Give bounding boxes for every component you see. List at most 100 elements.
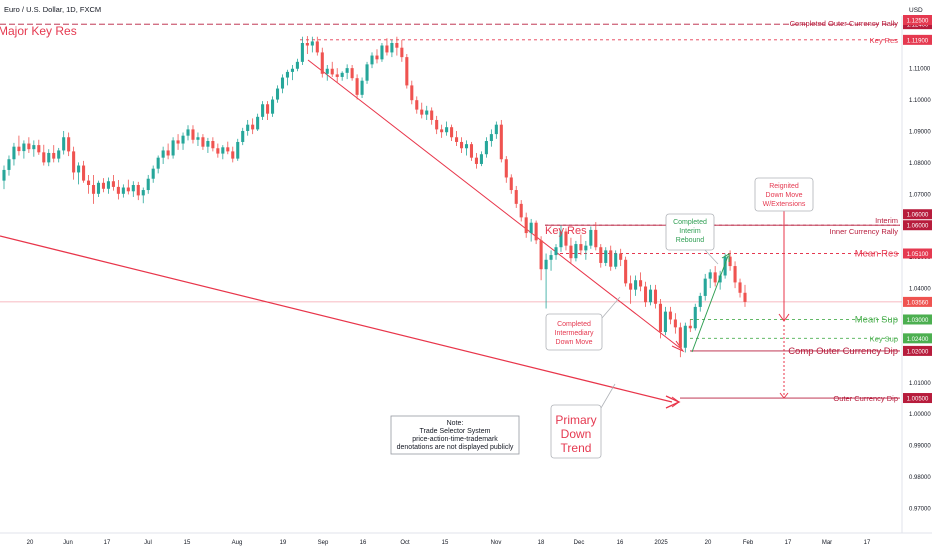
major-key-res-title: Major Key Res (0, 24, 77, 38)
candle-body (509, 177, 513, 191)
candle-body (57, 150, 61, 159)
candle-body (320, 52, 324, 74)
candle-body (47, 152, 51, 163)
candle-body (514, 190, 518, 204)
candle-body (161, 150, 165, 158)
candle-body (315, 41, 319, 53)
price-tick-label: 0.97000 (909, 507, 931, 513)
level-label: Comp Outer Currency Dip (788, 346, 898, 357)
callout-line: Trend (561, 441, 592, 455)
time-tick-label: Dec (574, 540, 585, 546)
candle-body (723, 256, 727, 276)
time-tick-label: 15 (184, 540, 191, 546)
candle-body (87, 180, 91, 186)
price-tick-label: 1.10000 (909, 98, 931, 104)
candle-body (256, 116, 260, 130)
candle-body (653, 289, 658, 304)
price-tick-label: 0.99000 (909, 444, 931, 450)
candle-body (206, 141, 210, 147)
candle-body (599, 247, 603, 263)
candle-body (365, 64, 369, 81)
callout-line: Down (561, 427, 592, 441)
candle-body (519, 203, 523, 218)
candle-body (271, 99, 275, 114)
candle-body (335, 74, 339, 77)
candle-body (2, 169, 6, 181)
candle-body (609, 250, 613, 267)
callout-completed-intermediary: Completed Intermediary Down Move (545, 296, 621, 351)
level-label: Key Res (870, 36, 899, 45)
candle-body (106, 181, 110, 189)
candle-body (22, 143, 26, 152)
candle-body (489, 134, 493, 142)
candle-body (211, 141, 215, 149)
level-price-badge (903, 220, 932, 231)
callout-line: Down Move (556, 339, 593, 346)
candle-body (425, 110, 429, 115)
interim-rebound-line (691, 253, 730, 353)
candle-body (27, 143, 31, 150)
candle-body (121, 187, 125, 194)
candle-body (42, 152, 46, 163)
note-line: Trade Selector System (420, 428, 491, 435)
level-price-badge-text: 1.02400 (907, 337, 929, 343)
candle-body (266, 104, 270, 114)
candle-body (181, 135, 185, 144)
candle-body (360, 80, 364, 95)
currency-label: USD (909, 7, 923, 14)
candle-body (430, 110, 434, 120)
candle-body (37, 145, 41, 153)
candle-body (484, 141, 488, 155)
candle-body (639, 280, 643, 287)
candle-body (569, 245, 573, 259)
level-label: Completed Outer Currency Rally (790, 19, 899, 28)
level-price-badge-text: 1.02000 (907, 349, 929, 355)
candle-body (280, 77, 285, 89)
candle-body (643, 286, 648, 303)
candle-body (310, 41, 314, 46)
time-tick-label: 19 (280, 540, 287, 546)
candle-body (614, 253, 618, 267)
level-label: Mean Sup (855, 314, 898, 325)
candle-body (196, 137, 200, 140)
candle-body (101, 182, 106, 189)
price-tick-label: 1.07000 (909, 192, 931, 198)
candle-body (410, 85, 414, 101)
candle-body (415, 100, 419, 110)
candle-body (594, 229, 598, 248)
candle-body (17, 146, 21, 152)
candle-body (350, 68, 354, 79)
candle-body (156, 157, 160, 169)
candle-body (216, 148, 220, 154)
candle-body (330, 68, 334, 75)
candle-body (544, 259, 548, 270)
time-tick-label: Nov (491, 540, 502, 546)
candle-body (77, 165, 81, 173)
candle-body (440, 129, 444, 133)
note-box: Note: Trade Selector System price-action… (390, 415, 520, 455)
candle-body (300, 42, 304, 62)
candle-body (385, 45, 389, 53)
candle-body (703, 278, 707, 296)
time-tick-label: 20 (705, 540, 712, 546)
time-tick-label: 16 (617, 540, 624, 546)
candle-body (658, 303, 662, 333)
candle-body (474, 157, 478, 164)
candlestick-series (2, 36, 747, 358)
note-line: price-action-time-trademark (412, 436, 498, 443)
candle-body (743, 292, 747, 302)
candle-body (12, 146, 16, 160)
level-price-badge-text: 1.00500 (907, 397, 929, 403)
reignited-down-move-arrow (778, 209, 790, 399)
candle-body (564, 231, 568, 246)
candle-body (589, 229, 593, 246)
candle-body (96, 182, 101, 194)
candle-body (290, 68, 294, 72)
candle-body (82, 165, 86, 181)
callout-reignited-down-move: Reignited Down Move W/Extensions (754, 177, 814, 212)
candle-body (176, 140, 180, 144)
candle-body (355, 78, 359, 95)
time-axis[interactable]: 20 Jun 17 Jul 15 Aug 19 Sep 16 Oct 15 Nov 18 Dec 16 202… (27, 540, 871, 546)
candle-body (52, 152, 56, 159)
